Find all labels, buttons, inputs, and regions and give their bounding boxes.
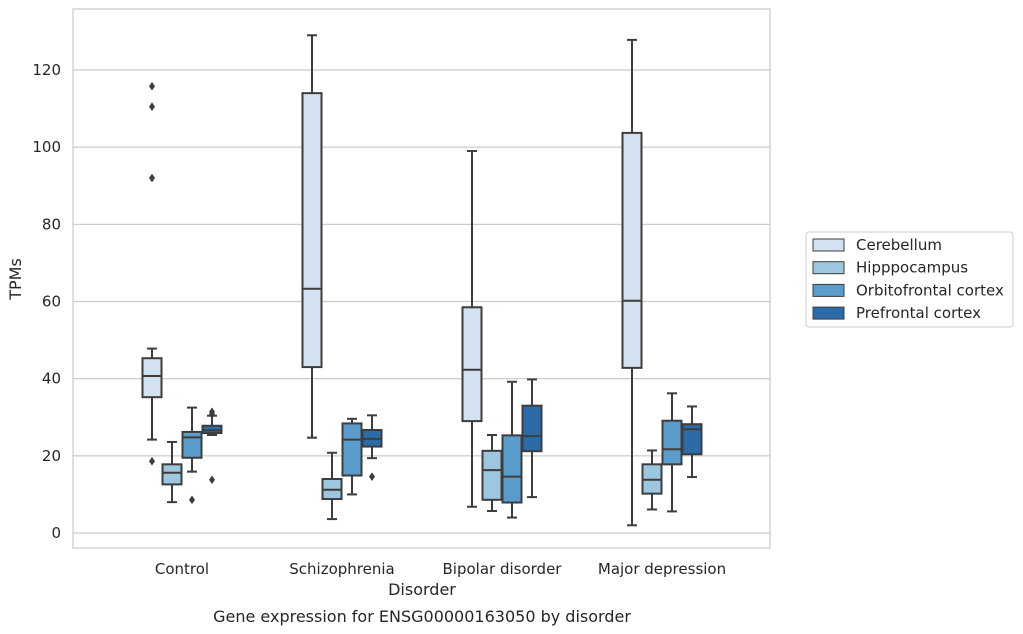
legend-swatch xyxy=(812,238,845,252)
iqr-box xyxy=(341,422,363,477)
x-tick-label: Control xyxy=(155,560,209,578)
box-orbitofrontal-cortex-1 xyxy=(341,417,363,496)
y-axis-label: TPMs xyxy=(6,258,25,301)
box-hipppocampus-1 xyxy=(321,451,343,521)
box-hipppocampus-0 xyxy=(161,440,183,504)
y-axis-ticks: 0 20 40 60 80 100 120 xyxy=(32,61,61,542)
box-orbitofrontal-cortex-3 xyxy=(661,392,683,513)
iqr-box xyxy=(681,423,703,456)
box-cerebellum-0 xyxy=(141,81,163,466)
y-tick-label: 100 xyxy=(32,138,61,156)
outlier-point xyxy=(149,81,155,91)
legend-swatch xyxy=(812,306,845,320)
iqr-box xyxy=(461,306,483,423)
legend-swatch xyxy=(812,283,845,297)
box-cerebellum-2 xyxy=(461,150,483,508)
iqr-box xyxy=(661,419,683,466)
legend-frame xyxy=(805,231,1014,328)
legend: Cerebellum Hipppocampus Orbitofrontal cort… xyxy=(805,231,1014,328)
box-cerebellum-3 xyxy=(621,38,643,527)
chart-caption: Gene expression for ENSG00000163050 by d… xyxy=(213,607,631,626)
outlier-point xyxy=(149,456,155,466)
box-hipppocampus-3 xyxy=(641,449,663,511)
box-prefrontal-cortex-3 xyxy=(681,405,703,479)
x-tick-label: Bipolar disorder xyxy=(443,560,563,578)
y-tick-label: 20 xyxy=(42,447,61,465)
outlier-point xyxy=(189,495,195,505)
iqr-box xyxy=(501,434,523,504)
y-tick-label: 120 xyxy=(32,61,61,79)
iqr-box xyxy=(481,449,503,501)
box-cerebellum-1 xyxy=(301,34,323,439)
x-axis-ticks: Control Schizophrenia Bipolar disorder Majo… xyxy=(155,560,726,578)
iqr-box xyxy=(181,430,203,459)
x-axis-label: Disorder xyxy=(388,580,456,599)
legend-label: Hipppocampus xyxy=(856,259,968,277)
x-tick-label: Schizophrenia xyxy=(289,560,394,578)
legend-label: Prefrontal cortex xyxy=(856,304,981,322)
legend-label: Orbitofrontal cortex xyxy=(856,281,1004,299)
iqr-box xyxy=(161,463,183,486)
outlier-point xyxy=(149,173,155,183)
outlier-point xyxy=(369,472,375,481)
box-prefrontal-cortex-0 xyxy=(201,407,223,485)
legend-swatch xyxy=(812,261,845,275)
outlier-point xyxy=(209,407,215,417)
y-tick-label: 80 xyxy=(42,215,61,233)
iqr-box xyxy=(621,131,643,369)
y-tick-label: 40 xyxy=(42,370,61,388)
x-tick-label: Major depression xyxy=(598,560,726,578)
iqr-box xyxy=(521,404,543,453)
legend-entries: Cerebellum Hipppocampus Orbitofrontal cort… xyxy=(812,236,1004,322)
outlier-point xyxy=(209,475,215,485)
box-orbitofrontal-cortex-2 xyxy=(501,380,523,519)
iqr-box xyxy=(301,92,323,369)
boxes xyxy=(141,34,703,527)
iqr-box xyxy=(141,357,163,399)
box-prefrontal-cortex-1 xyxy=(361,414,383,481)
box-prefrontal-cortex-2 xyxy=(521,378,543,499)
y-tick-label: 60 xyxy=(42,293,61,311)
y-tick-label: 0 xyxy=(51,524,61,542)
box-hipppocampus-2 xyxy=(481,433,503,513)
outlier-point xyxy=(149,102,155,111)
plot-area-frame xyxy=(72,8,771,549)
legend-label: Cerebellum xyxy=(856,236,942,254)
box-orbitofrontal-cortex-0 xyxy=(181,406,203,505)
